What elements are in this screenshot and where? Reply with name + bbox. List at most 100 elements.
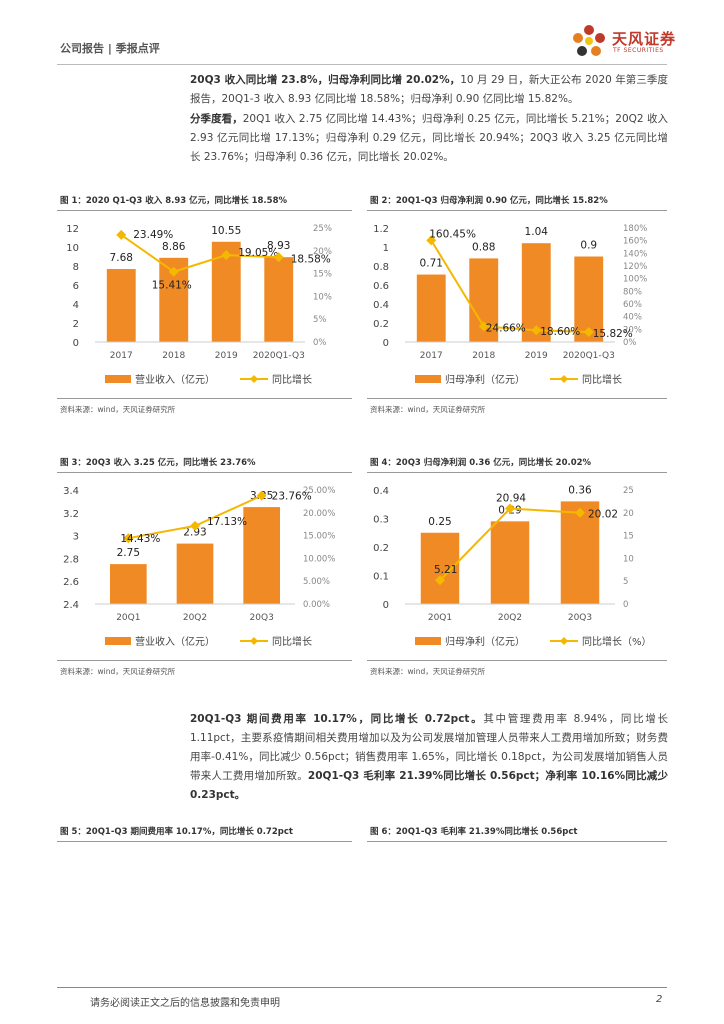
y2-tick-label: 25.00% [303, 486, 335, 496]
figure-3-title: 图 3：20Q3 收入 3.25 亿元，同比增长 23.76% [60, 458, 256, 468]
y2-tick-label: 15 [623, 532, 634, 542]
header-divider [57, 64, 667, 65]
legend-bar-swatch [105, 375, 131, 383]
figure-2-chart: 1.2 1 0.8 0.6 0.4 0.2 0 180% 160% 140% 120% 100% 80%… [373, 224, 647, 386]
x-tick-label: 20Q2 [498, 613, 522, 623]
y-tick-label: 0 [383, 338, 389, 349]
figure-4-bottom-rule [367, 660, 667, 661]
footer-disclaimer: 请务必阅读正文之后的信息披露和免责申明 [90, 998, 280, 1009]
y2-tick-label: 15.00% [303, 532, 335, 542]
legend-line-label: 同比增长 [272, 635, 312, 648]
y-tick-label: 2.8 [63, 554, 79, 565]
growth-value-label: 19.05% [238, 247, 278, 259]
y-tick-label: 10 [66, 243, 79, 254]
x-tick-label: 2020Q1-Q3 [253, 351, 305, 361]
bar-value-label: 0.9 [580, 240, 597, 252]
legend-bar-swatch [415, 637, 441, 645]
figure-4-rule [367, 472, 667, 473]
growth-point [505, 503, 515, 514]
bar-value-label: 2.75 [117, 547, 140, 559]
growth-value-label: 160.45% [429, 228, 476, 240]
y-tick-label: 0.3 [373, 515, 389, 526]
y2-tick-label: 5.00% [303, 577, 330, 587]
paragraph-2: 分季度看，20Q1 收入 2.75 亿同比增 14.43%；归母净利 0.25 … [190, 113, 669, 163]
y2-tick-label: 10.00% [303, 554, 335, 564]
growth-value-label: 18.58% [291, 253, 331, 265]
y2-tick-label: 180% [623, 224, 647, 234]
company-logo: 天风证券 TF SECURITIES [568, 22, 678, 66]
y-tick-label: 4 [73, 300, 79, 311]
growth-line [120, 234, 279, 273]
y2-tick-label: 60% [623, 300, 642, 310]
bar [110, 564, 147, 604]
growth-value-label: 14.43% [120, 533, 160, 545]
bar-value-label: 0.71 [420, 258, 443, 270]
x-tick-label: 2017 [110, 351, 133, 361]
legend-bar-label: 归母净利（亿元） [445, 373, 525, 386]
x-tick-label: 20Q3 [250, 613, 274, 623]
y2-tick-label: 40% [623, 313, 642, 323]
figure-1-rule [57, 210, 352, 211]
y-tick-label: 1 [383, 243, 389, 254]
flower-logo-icon [573, 25, 605, 56]
bar-value-label: 8.93 [267, 240, 290, 252]
y2-tick-label: 120% [623, 262, 647, 272]
growth-value-label: 20.94 [496, 493, 526, 505]
y-tick-label: 8 [73, 262, 79, 273]
bar-value-label: 10.55 [211, 225, 241, 237]
y-tick-label: 0.4 [373, 300, 389, 311]
y2-tick-label: 0 [623, 600, 628, 610]
figure-1-source: 资料来源：wind，天风证券研究所 [60, 405, 176, 414]
bar-value-label: 0.36 [568, 484, 592, 496]
growth-value-label: 15.41% [152, 280, 192, 292]
figure-3-bottom-rule [57, 660, 352, 661]
growth-point [190, 520, 200, 531]
y-tick-label: 12 [66, 224, 79, 235]
growth-point [221, 250, 232, 261]
growth-value-label: 18.60% [540, 326, 580, 338]
y-tick-label: 0.8 [373, 262, 389, 273]
y2-tick-label: 0.00% [303, 600, 330, 610]
figure-2-bottom-rule [367, 398, 667, 399]
y2-tick-label: 140% [623, 249, 647, 259]
x-tick-label: 2017 [420, 351, 443, 361]
y2-tick-label: 0% [623, 338, 637, 348]
y-tick-label: 1.2 [373, 224, 389, 235]
y-tick-label: 2.4 [63, 600, 79, 611]
bar [264, 257, 294, 342]
growth-point [478, 321, 489, 332]
bar [176, 543, 214, 604]
bar-value-label: 0.25 [428, 516, 451, 528]
figure-2-title: 图 2：20Q1-Q3 归母净利润 0.90 亿元，同比增长 15.82% [370, 196, 608, 206]
report-category: 公司报告 | 季报点评 [60, 42, 160, 55]
figure-2-source: 资料来源：wind，天风证券研究所 [370, 405, 486, 414]
y2-tick-label: 25% [313, 224, 332, 234]
bar [106, 269, 136, 342]
growth-value-label: 23.76% [272, 491, 312, 503]
figure-6-title: 图 6：20Q1-Q3 毛利率 21.39%同比增长 0.56pct [370, 827, 578, 837]
y-tick-label: 6 [73, 281, 79, 292]
legend-bar-label: 营业收入（亿元） [135, 635, 215, 648]
y-tick-label: 0.2 [373, 319, 389, 330]
x-tick-label: 2018 [472, 351, 495, 361]
bar-value-label: 1.04 [525, 226, 549, 238]
y2-tick-label: 25 [623, 486, 634, 496]
y2-tick-label: 160% [623, 237, 647, 247]
figure-1-chart: 12 10 8 6 4 2 0 25% 20% 15% 10% 5% 0% 7.68 2017 8.86 201… [66, 224, 332, 386]
bar [416, 274, 446, 342]
legend-line-marker [560, 375, 568, 383]
growth-value-label: 17.13% [207, 516, 247, 528]
growth-value-label: 5.21 [434, 564, 457, 576]
y-tick-label: 0.1 [373, 572, 389, 583]
x-tick-label: 2019 [525, 351, 548, 361]
growth-point [116, 229, 127, 240]
legend-bar-swatch [105, 637, 131, 645]
figure-1-bottom-rule [57, 398, 352, 399]
y-tick-label: 0.4 [373, 486, 389, 497]
growth-value-label: 23.49% [133, 229, 173, 241]
y2-tick-label: 5% [313, 315, 327, 325]
bar [560, 501, 600, 604]
y2-tick-label: 0% [313, 338, 327, 348]
bar-value-label: 0.88 [472, 241, 495, 253]
legend-line-marker [560, 637, 568, 645]
